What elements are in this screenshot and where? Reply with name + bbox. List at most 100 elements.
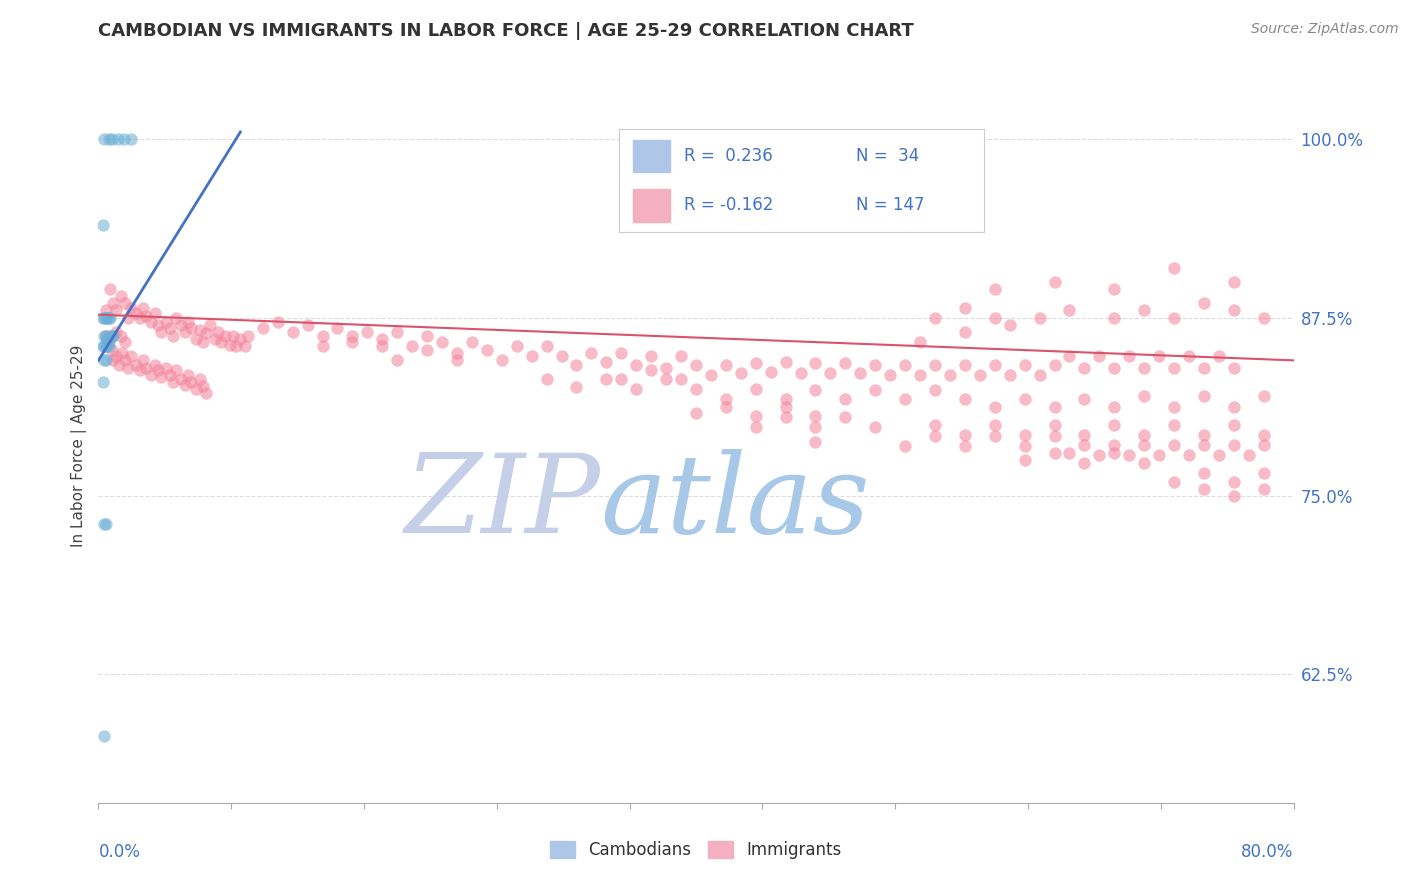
Point [685,406,707,420]
Point [714,401,737,415]
Text: R =  0.236: R = 0.236 [685,147,773,165]
Point [98,310,122,325]
Point [165,363,187,377]
Point [640,349,662,363]
Point [219,337,242,351]
Point [125,358,148,372]
Point [1253,437,1275,451]
Point [908,334,931,349]
Point [1133,389,1156,403]
Point [1043,358,1066,372]
Point [1253,482,1275,496]
Point [96,332,118,346]
Point [1059,446,1081,460]
Point [96,339,118,353]
Point [1163,417,1185,432]
Point [165,310,187,325]
Point [908,368,931,382]
Point [252,320,274,334]
Point [108,358,131,372]
Text: ZIP: ZIP [405,450,600,557]
Point [610,346,633,360]
Point [150,325,173,339]
Point [1223,360,1246,375]
Point [595,372,617,386]
Text: N =  34: N = 34 [856,147,920,165]
Point [101,329,124,343]
Point [174,377,197,392]
Point [1073,360,1095,375]
Point [94,329,117,343]
Point [714,358,737,372]
Point [150,370,173,384]
Point [894,392,917,406]
Point [983,417,1005,432]
Point [1118,448,1140,462]
Point [1147,448,1170,462]
Point [1088,349,1111,363]
Point [685,382,707,396]
Point [148,318,170,332]
Point [169,318,191,332]
Point [93,132,115,146]
Point [311,329,333,343]
Point [91,375,114,389]
Point [745,356,768,370]
Point [401,339,423,353]
Point [1147,349,1170,363]
Point [97,132,120,146]
Point [191,379,214,393]
Point [236,329,259,343]
Point [209,334,232,349]
Point [132,353,155,368]
Point [91,310,114,325]
Point [103,296,125,310]
Point [953,301,976,315]
Text: 0.0%: 0.0% [98,843,141,861]
Point [624,358,647,372]
Point [1133,437,1156,451]
Point [184,382,207,396]
Point [1059,303,1081,318]
Point [98,282,122,296]
Point [595,355,617,369]
Point [129,310,152,325]
Point [204,332,226,346]
Point [1118,349,1140,363]
Point [97,310,120,325]
Point [207,325,229,339]
Point [461,334,484,349]
Point [1014,439,1036,453]
Point [97,332,120,346]
Point [745,420,768,434]
Point [1014,358,1036,372]
Point [1192,482,1215,496]
Point [924,429,946,443]
Point [103,329,125,343]
Point [953,439,976,453]
Point [1043,401,1066,415]
Point [939,368,962,382]
Point [804,409,827,423]
Point [1073,392,1095,406]
Point [1223,401,1246,415]
Point [775,410,797,425]
Point [188,323,211,337]
Point [924,310,946,325]
Point [97,334,120,349]
Point [820,366,842,380]
Point [1192,437,1215,451]
Point [983,310,1005,325]
Point [385,353,409,368]
Point [120,132,142,146]
Text: N = 147: N = 147 [856,196,925,214]
Text: atlas: atlas [600,450,870,557]
Point [385,325,409,339]
Point [969,368,991,382]
Point [93,517,115,532]
Point [834,392,856,406]
Point [1043,446,1066,460]
Point [983,358,1005,372]
Point [120,349,142,363]
Point [775,401,797,415]
